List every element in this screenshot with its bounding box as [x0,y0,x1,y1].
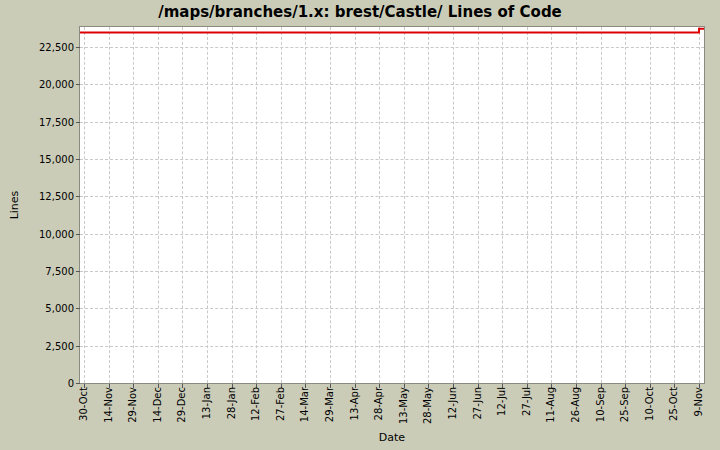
y-tick-mark [76,308,80,309]
y-tick-mark [76,383,80,384]
y-tick-label: 20,000 [0,79,74,90]
line-chart: /maps/branches/1.x: brest/Castle/ Lines … [0,0,720,450]
x-tick-label: 25-Sep [619,387,631,433]
chart-title: /maps/branches/1.x: brest/Castle/ Lines … [0,3,720,21]
x-tick-label: 30-Oct [78,387,90,433]
x-tick-label: 12-Feb [250,387,262,433]
x-tick-label: 14-Nov [103,387,115,433]
y-tick-label: 12,500 [0,191,74,202]
x-tick-label: 13-May [398,387,410,433]
y-tick-mark [76,234,80,235]
y-tick-label: 5,000 [0,303,74,314]
x-axis-title: Date [79,431,705,444]
x-tick-label: 13-Jan [201,387,213,433]
y-tick-label: 15,000 [0,154,74,165]
x-tick-label: 12-Jul [496,387,508,433]
y-tick-label: 7,500 [0,266,74,277]
y-tick-label: 17,500 [0,117,74,128]
y-tick-mark [76,159,80,160]
x-tick-label: 9-Nov [693,387,705,433]
plot-area [79,26,705,384]
y-tick-mark [76,47,80,48]
x-tick-label: 14-Mar [299,387,311,433]
x-tick-label: 27-Jul [521,387,533,433]
series-line [80,27,704,383]
x-tick-label: 28-Jan [226,387,238,433]
x-tick-label: 28-May [422,387,434,433]
x-tick-label: 10-Sep [595,387,607,433]
loc-series-path [80,29,704,33]
x-tick-label: 28-Apr [373,387,385,433]
x-tick-label: 25-Oct [668,387,680,433]
x-tick-label: 26-Aug [570,387,582,433]
x-tick-label: 29-Dec [176,387,188,433]
x-tick-label: 11-Aug [545,387,557,433]
x-tick-label: 29-Mar [324,387,336,433]
x-tick-label: 12-Jun [447,387,459,433]
y-tick-mark [76,84,80,85]
x-tick-label: 27-Feb [275,387,287,433]
x-tick-label: 10-Oct [644,387,656,433]
x-tick-label: 27-Jun [472,387,484,433]
y-tick-label: 10,000 [0,229,74,240]
y-tick-mark [76,122,80,123]
y-tick-label: 22,500 [0,42,74,53]
y-tick-label: 0 [0,378,74,389]
y-tick-mark [76,346,80,347]
y-tick-mark [76,196,80,197]
x-tick-label: 29-Nov [127,387,139,433]
y-tick-mark [76,271,80,272]
x-tick-label: 14-Dec [152,387,164,433]
x-tick-label: 13-Apr [349,387,361,433]
y-tick-label: 2,500 [0,341,74,352]
